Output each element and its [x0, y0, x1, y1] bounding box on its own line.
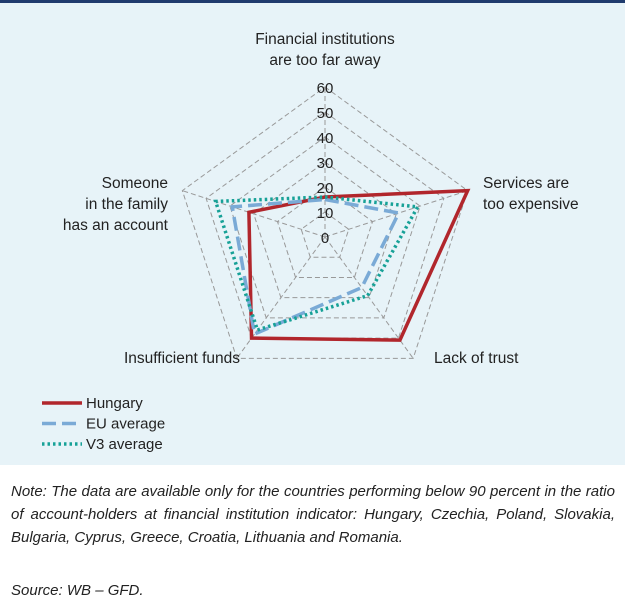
- legend-label: V3 average: [86, 436, 163, 453]
- axis-label: Services are too expensive: [483, 175, 579, 213]
- legend-label: Hungary: [86, 395, 143, 412]
- top-border: [0, 0, 625, 3]
- grid-ring: [181, 86, 469, 359]
- axis-label: Someone in the family has an account: [62, 175, 168, 234]
- grid-ring: [253, 161, 397, 299]
- r-tick-label: 20: [317, 180, 334, 197]
- chart-panel: 0 10 20 30 40 50 60 Hungary EU average V3 average…: [0, 3, 625, 465]
- series-line: [247, 188, 471, 342]
- r-tick-label: 0: [321, 230, 329, 247]
- r-tick-label: 60: [317, 80, 334, 97]
- series-line: [213, 195, 421, 333]
- note: Note: The data are available only for th…: [11, 483, 615, 546]
- r-tick-label: 10: [317, 205, 334, 222]
- r-tick-label: 40: [317, 130, 334, 147]
- grid-ring: [276, 186, 374, 278]
- source: Source: WB – GFD.: [11, 582, 144, 599]
- grid-ring: [300, 211, 350, 258]
- chart: 0 10 20 30 40 50 60 Hungary EU average V3 average: [42, 80, 471, 453]
- axis-label: Financial institutions are too far away: [255, 31, 395, 69]
- r-tick-label: 50: [317, 105, 334, 122]
- legend-label: EU average: [86, 415, 165, 432]
- spoke: [324, 236, 414, 359]
- axis-label: Insufficient funds: [123, 350, 240, 367]
- r-tick-label: 30: [317, 155, 334, 172]
- spoke: [182, 190, 326, 238]
- series-line: [230, 197, 402, 337]
- axis-label: Lack of trust: [434, 350, 519, 367]
- grid-ring: [205, 111, 445, 339]
